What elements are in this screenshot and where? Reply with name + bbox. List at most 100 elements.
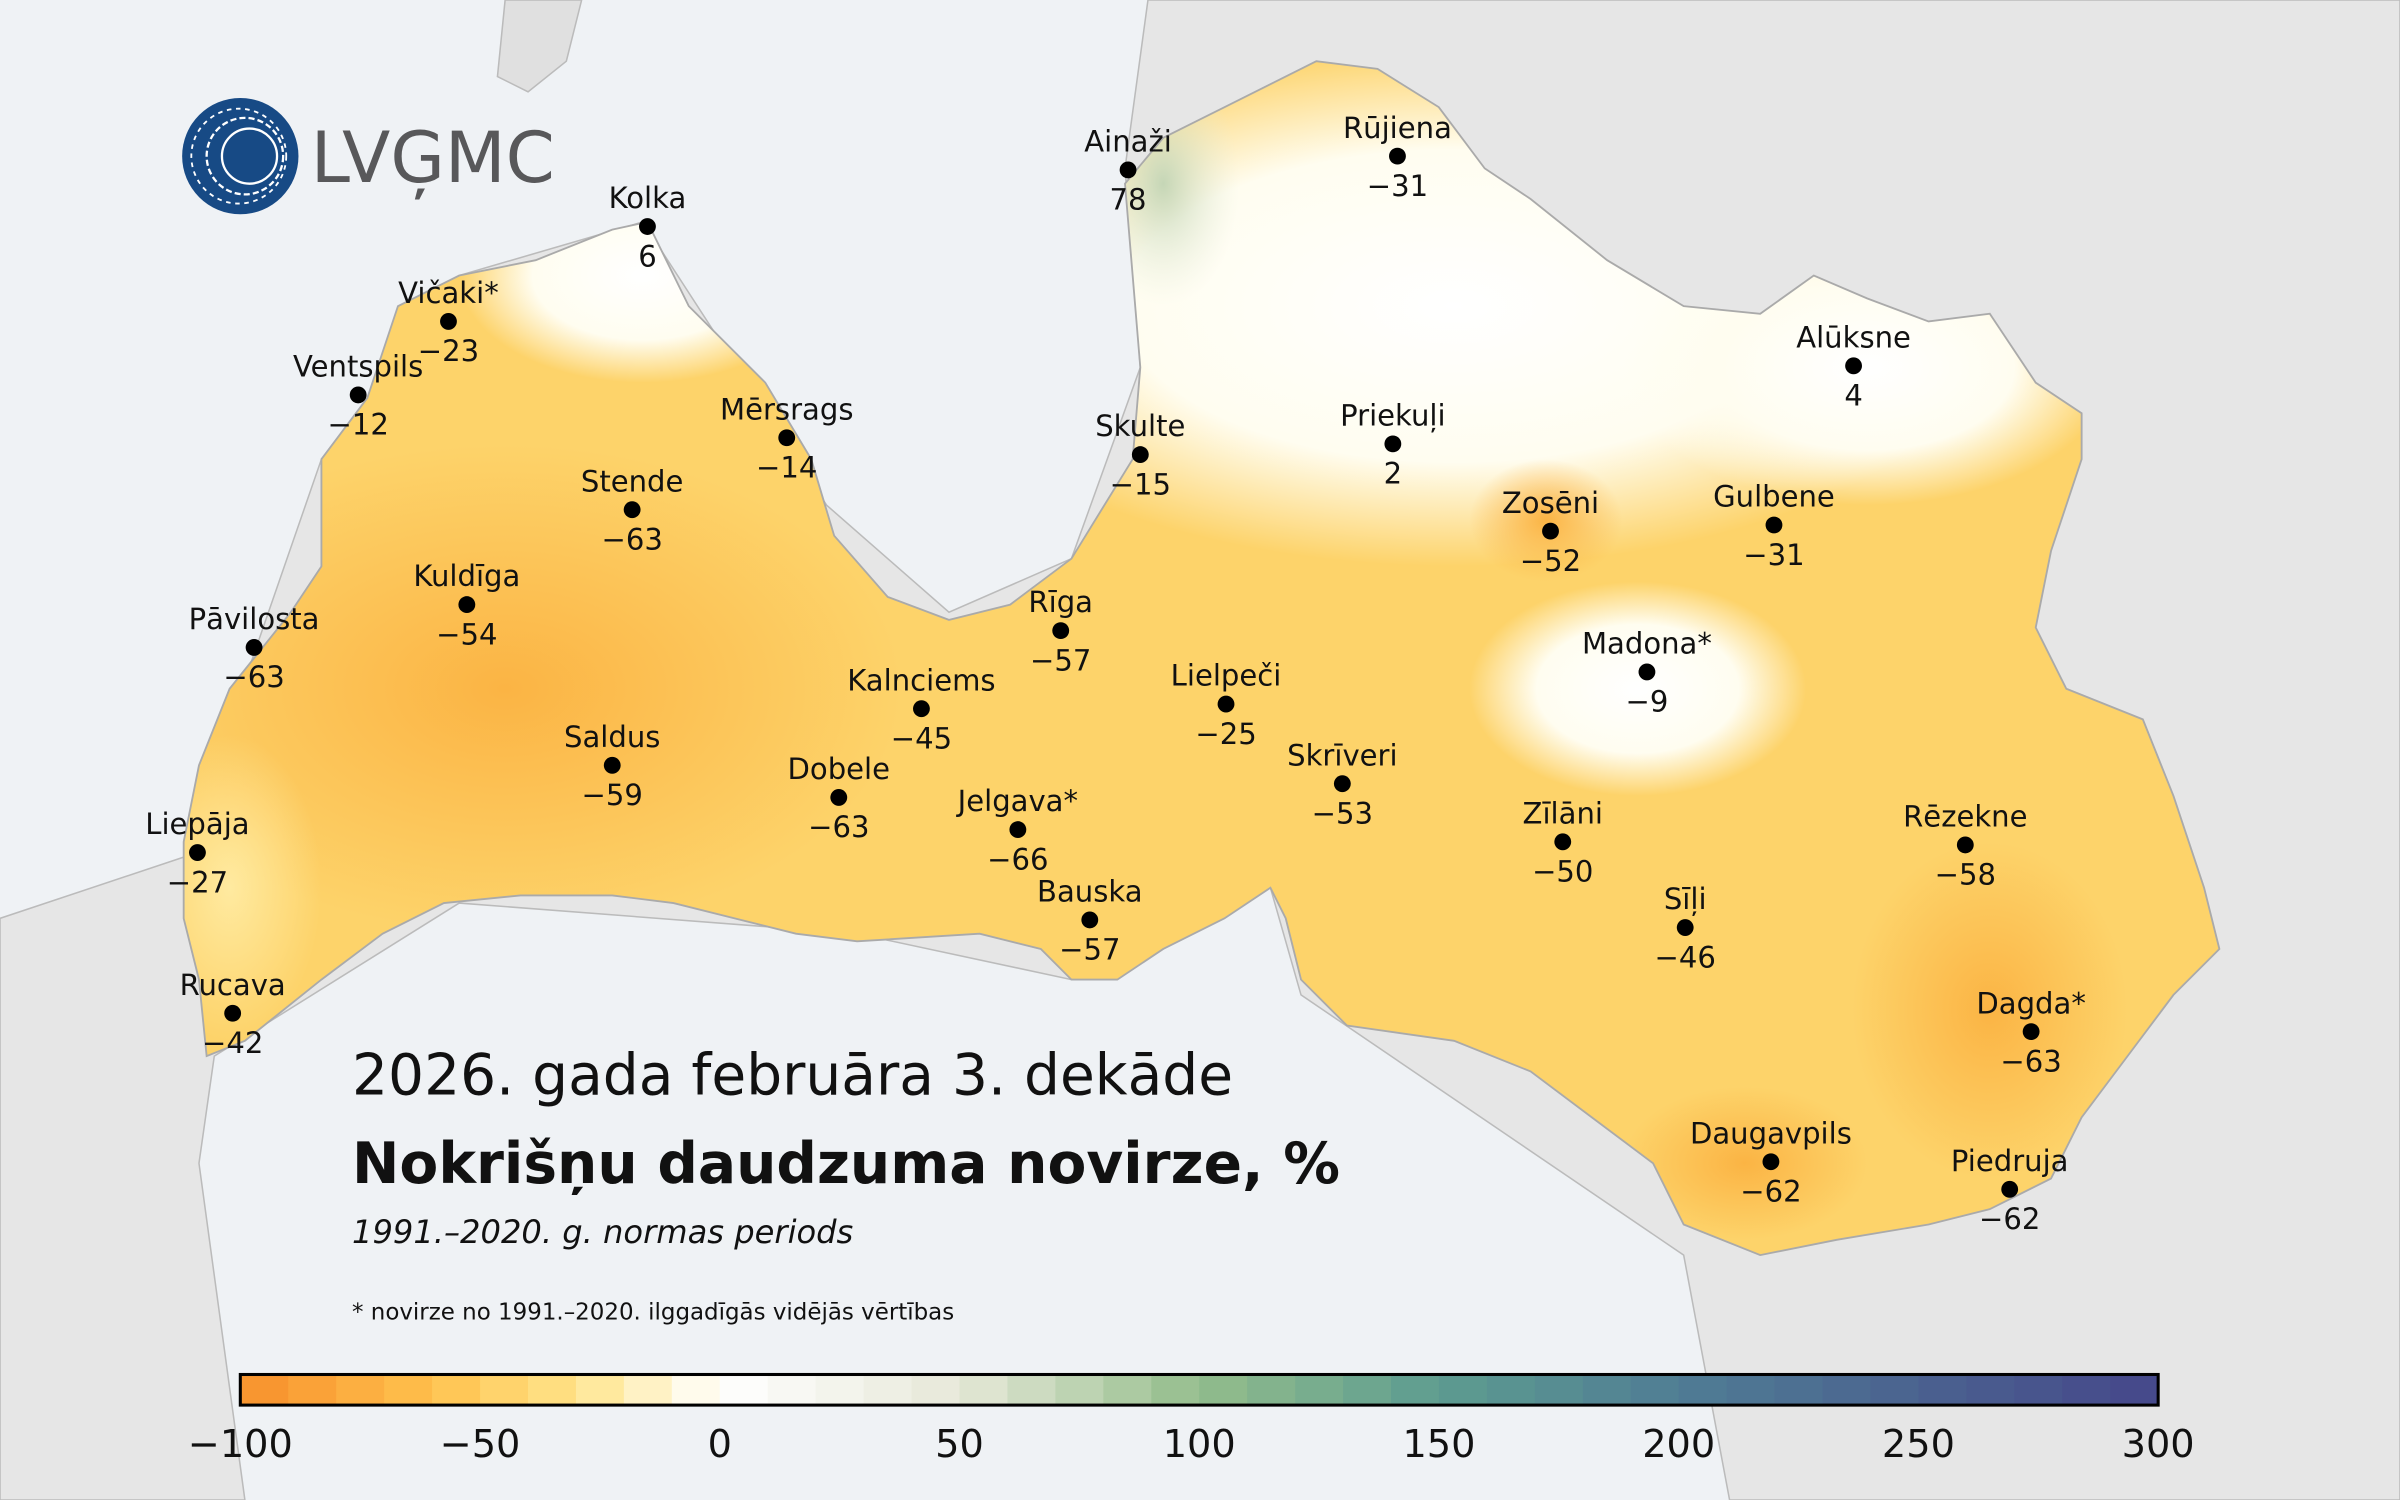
- colorbar-segment: [623, 1374, 673, 1406]
- station-value: −9: [1626, 685, 1669, 719]
- map-title: Nokrišņu daudzuma novirze, %: [352, 1131, 1340, 1197]
- station-name: Zīlāni: [1523, 796, 1603, 830]
- station: Kolka 6: [609, 181, 687, 273]
- latvia-border: [182, 60, 2221, 1257]
- station-dot: [2001, 1180, 2019, 1198]
- station-dot: [1131, 446, 1149, 464]
- station: Zosēni −52: [1502, 486, 1599, 578]
- station-name: Rucava: [180, 968, 286, 1002]
- station-name: Lielpeči: [1171, 659, 1282, 693]
- colorbar-tick-label: 250: [1882, 1422, 1955, 1467]
- colorbar-segment: [1678, 1374, 1728, 1406]
- station-name: Skrīveri: [1287, 738, 1397, 772]
- colorbar-segment: [1582, 1374, 1632, 1406]
- station: Madona* −9: [1582, 627, 1712, 719]
- colorbar-tick-label: 150: [1402, 1422, 1475, 1467]
- station: Kuldīga −54: [413, 559, 520, 651]
- station-dot: [1762, 1153, 1780, 1171]
- station-value: −53: [1312, 796, 1373, 830]
- colorbar-tick-label: 100: [1163, 1422, 1236, 1467]
- station: Ventspils −12: [293, 350, 423, 442]
- colorbar-tick-label: 200: [1642, 1422, 1715, 1467]
- colorbar-segment: [1295, 1374, 1344, 1406]
- station-dot: [1389, 147, 1406, 165]
- station-dot: [639, 218, 656, 235]
- colorbar-segment: [288, 1374, 337, 1406]
- station-dot: [603, 756, 621, 774]
- station-value: −45: [891, 721, 952, 755]
- station-dot: [623, 501, 641, 519]
- station-name: Liepāja: [145, 807, 249, 841]
- station: Rīga −57: [1028, 585, 1093, 677]
- station: Dagda* −63: [1976, 986, 2085, 1078]
- station: Skrīveri −53: [1287, 738, 1397, 830]
- station-value: −50: [1532, 855, 1593, 889]
- colorbar-segment: [1103, 1374, 1153, 1406]
- station-value: −14: [756, 451, 817, 485]
- station-name: Rūjiena: [1343, 111, 1452, 145]
- station: Rēzekne −58: [1903, 800, 2027, 892]
- station: Piedruja −62: [1951, 1144, 2069, 1236]
- station: Sīļi −46: [1655, 882, 1716, 974]
- colorbar: −100 −50 0 50 100 150 200 250 300: [188, 1372, 2195, 1467]
- station-name: Daugavpils: [1690, 1116, 1852, 1150]
- colorbar-segment: [767, 1374, 817, 1406]
- station: Vičaki* −23: [398, 276, 499, 368]
- station-dot: [1119, 161, 1137, 179]
- station-value: −57: [1059, 933, 1120, 967]
- station: Mērsrags −14: [720, 392, 853, 484]
- station-value: −25: [1195, 717, 1256, 751]
- station: Priekuļi 2: [1340, 399, 1445, 491]
- station-dot: [1217, 695, 1235, 713]
- station-name: Rēzekne: [1903, 800, 2027, 834]
- station-name: Dagda*: [1976, 986, 2085, 1020]
- station-name: Kuldīga: [413, 559, 520, 593]
- station-value: −23: [418, 334, 479, 368]
- station: Kalnciems −45: [847, 663, 995, 755]
- station-dot: [1845, 357, 1862, 375]
- station-value: −62: [1979, 1202, 2040, 1236]
- station: Lielpeči −25: [1171, 659, 1282, 751]
- station-dot: [1676, 919, 1694, 936]
- colorbar-segment: [1199, 1374, 1248, 1406]
- saaremaa-island: [496, 0, 583, 93]
- station-name: Priekuļi: [1340, 399, 1445, 433]
- station-value: −12: [327, 408, 388, 442]
- station-value: −52: [1520, 544, 1581, 578]
- station-dot: [224, 1004, 242, 1022]
- colorbar-segment: [1247, 1374, 1296, 1406]
- station-dot: [245, 639, 263, 656]
- colorbar-segment: [1391, 1374, 1440, 1406]
- station: Rūjiena −31: [1343, 111, 1452, 203]
- colorbar-segment: [719, 1374, 769, 1406]
- period-title: 2026. gada februāra 3. dekāde: [352, 1042, 1233, 1108]
- station-name: Kalnciems: [847, 663, 995, 697]
- station-value: −62: [1740, 1175, 1801, 1209]
- station-value: −59: [582, 778, 643, 812]
- svg-text:LVĢMC: LVĢMC: [311, 117, 555, 200]
- station-name: Gulbene: [1713, 480, 1835, 514]
- colorbar-segment: [384, 1374, 433, 1406]
- station-layer: Ainaži 78 Rūjiena −31 Kolka 6 Vičaki* −23Ventsp…: [145, 111, 2086, 1236]
- colorbar-segment: [527, 1374, 577, 1406]
- colorbar-segment: [1870, 1374, 1920, 1406]
- station-dot: [1542, 522, 1559, 540]
- station-dot: [778, 429, 796, 447]
- station-value: −42: [202, 1026, 263, 1060]
- station-value: −63: [2000, 1044, 2061, 1078]
- colorbar-segment: [2062, 1374, 2111, 1406]
- colorbar-segment: [1630, 1374, 1680, 1406]
- footnote: * novirze no 1991.–2020. ilggadīgās vidē…: [352, 1299, 954, 1325]
- station-dot: [1956, 836, 1974, 854]
- station-value: −15: [1110, 467, 1171, 501]
- colorbar-segment: [1438, 1374, 1488, 1406]
- colorbar-tick-label: 300: [2122, 1422, 2195, 1467]
- station: Dobele −63: [788, 752, 891, 844]
- station-name: Vičaki*: [398, 276, 499, 310]
- station-dot: [1638, 663, 1656, 681]
- colorbar-segment: [671, 1374, 721, 1406]
- station-value: 2: [1384, 457, 1403, 491]
- station-dot: [349, 386, 367, 404]
- station-name: Bauska: [1037, 875, 1143, 909]
- station-value: −46: [1655, 940, 1716, 974]
